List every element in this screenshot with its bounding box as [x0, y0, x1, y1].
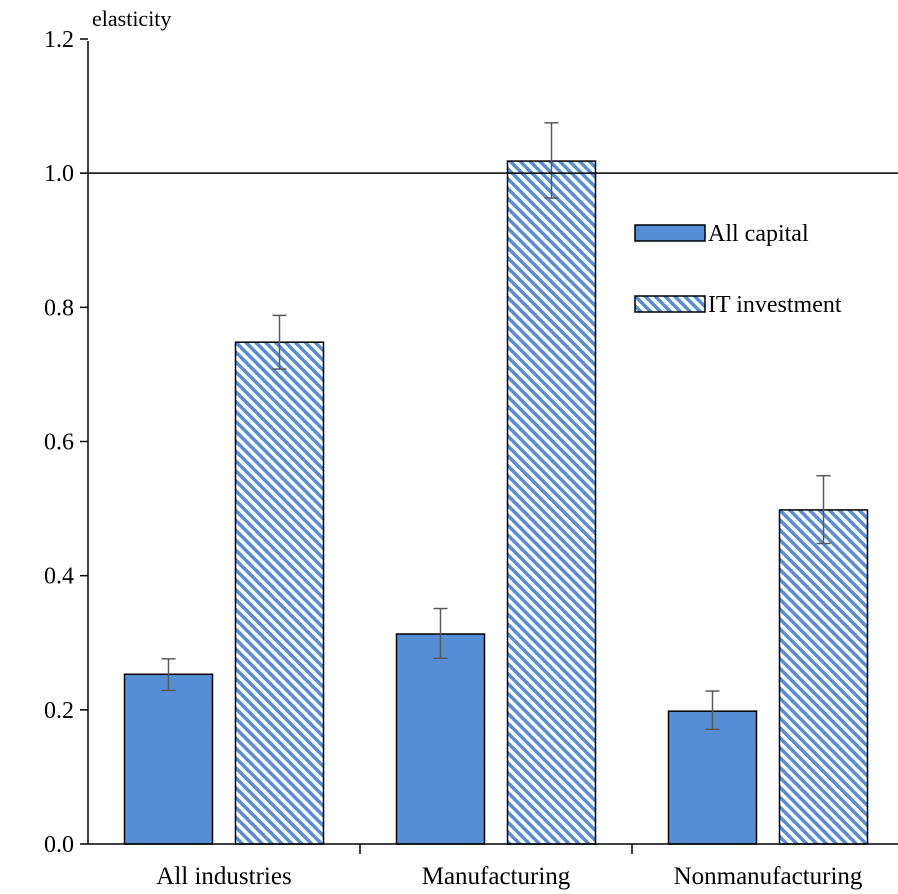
category-labels: All industries Manufacturing Nonmanufactur… [156, 844, 863, 890]
y-axis-ticks: 0.0 0.2 0.4 0.6 0.8 1.0 1.2 [44, 27, 88, 858]
legend-label-all-capital: All capital [708, 221, 809, 247]
y-tick-label: 0.8 [44, 295, 74, 321]
bar-all-capital-manufacturing [395, 633, 486, 845]
legend-label-it-investment: IT investment [708, 292, 842, 318]
y-tick-label: 0.0 [44, 832, 74, 858]
bar-it-investment-all-industries [234, 341, 325, 845]
x-category-label: Nonmanufacturing [674, 863, 863, 890]
bar-all-capital-all-industries [123, 673, 214, 845]
bar-it-investment-manufacturing [506, 160, 597, 845]
y-tick-label: 0.2 [44, 698, 74, 724]
error-bars-layer [161, 122, 831, 731]
y-tick-label: 0.4 [44, 564, 74, 590]
y-tick-label: 1.0 [44, 161, 74, 187]
bar-it-investment-nonmanufacturing [778, 509, 869, 845]
legend-swatch-it-investment [634, 295, 706, 313]
bars-layer [123, 160, 869, 845]
legend: All capital IT investment [634, 221, 842, 318]
x-category-label: All industries [156, 863, 291, 890]
y-axis-title: elasticity [92, 6, 171, 31]
y-tick-label: 0.6 [44, 430, 74, 456]
legend-swatch-all-capital [634, 224, 706, 242]
legend-item-all-capital: All capital [634, 221, 809, 247]
y-tick-label: 1.2 [44, 27, 74, 53]
bar-all-capital-nonmanufacturing [667, 710, 758, 845]
x-category-label: Manufacturing [422, 863, 571, 890]
legend-item-it-investment: IT investment [634, 292, 842, 318]
